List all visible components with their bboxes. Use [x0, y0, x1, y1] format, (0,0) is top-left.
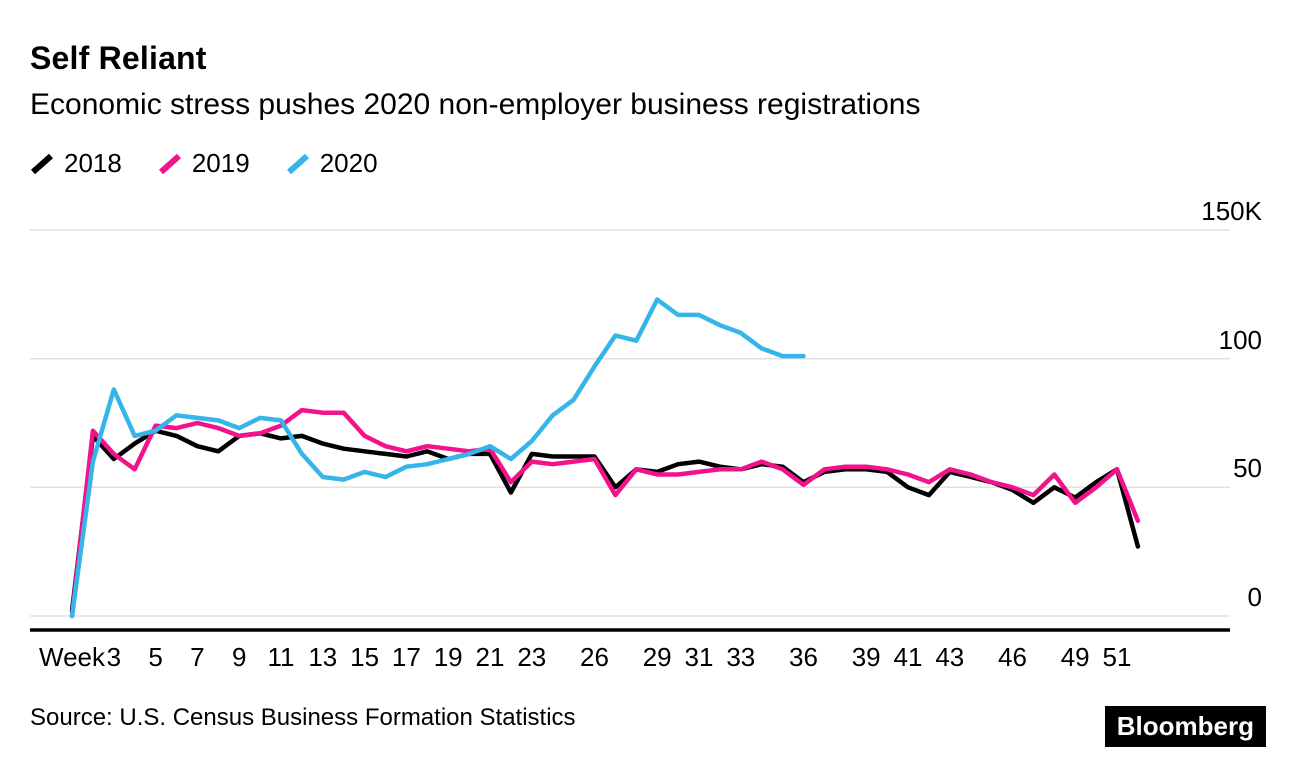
series-line-2018	[69, 428, 1141, 614]
legend-slash-swatch-icon	[31, 153, 53, 174]
legend-label-2018: 2018	[64, 148, 122, 178]
legend-label-2020: 2020	[319, 148, 378, 178]
chart-title: Self Reliant	[30, 40, 207, 76]
chart-subtitle: Economic stress pushes 2020 non-employer…	[30, 88, 921, 121]
legend-item-2018: 2018	[30, 148, 122, 179]
legend-item-2019: 2019	[158, 148, 250, 179]
legend-slash-swatch-icon	[158, 153, 181, 174]
legend-label-2019: 2019	[191, 148, 250, 178]
series-line-2020	[69, 297, 806, 619]
legend: 2018 2019 2020	[30, 148, 378, 179]
legend-slash-swatch-icon	[286, 153, 309, 174]
series-line-2019	[69, 407, 1141, 619]
bloomberg-logo: Bloomberg	[1104, 706, 1266, 747]
legend-item-2020: 2020	[286, 148, 378, 179]
source-note: Source: U.S. Census Business Formation S…	[30, 704, 576, 731]
